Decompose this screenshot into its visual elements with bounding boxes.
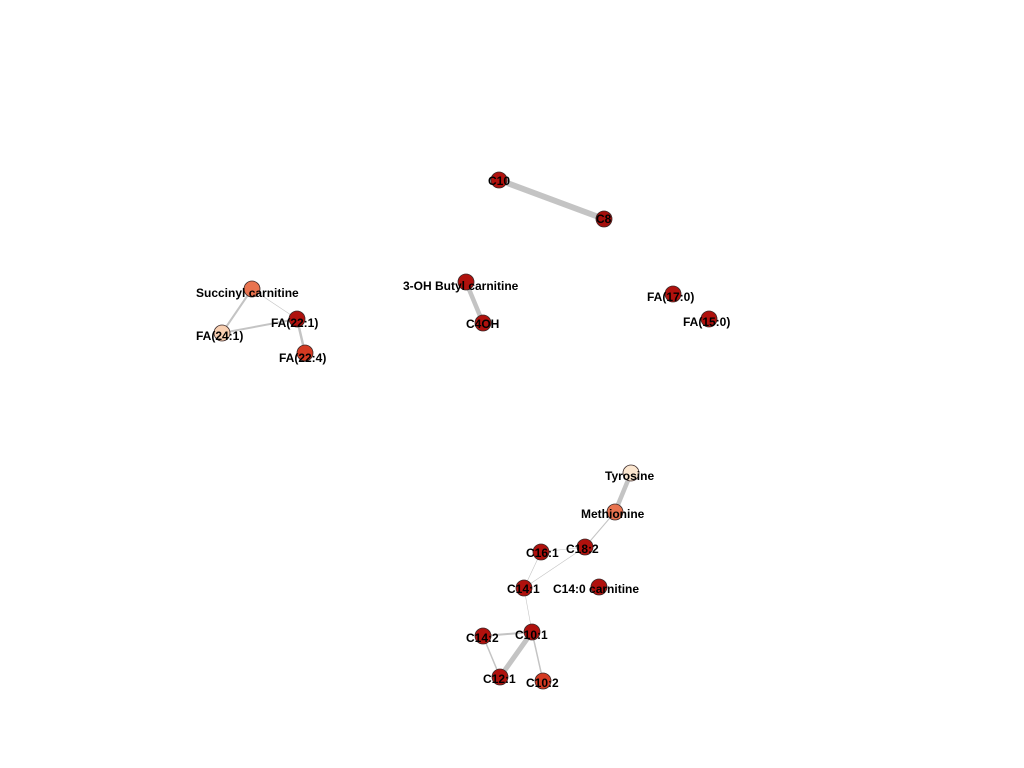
- node-FA170: [664, 285, 682, 303]
- edge-C182-C141: [523, 546, 586, 589]
- node-label-C142: C14:2: [466, 631, 499, 645]
- edge-FA241-FA221: [221, 318, 298, 334]
- node-C10: [490, 171, 508, 189]
- node-label-C101: C10:1: [515, 628, 548, 642]
- node-label-C141: C14:1: [507, 582, 540, 596]
- edges-layer: [221, 177, 634, 682]
- node-C182: [576, 538, 594, 556]
- node-label-C121: C12:1: [483, 672, 516, 686]
- node-tyrosine: [622, 464, 640, 482]
- node-label-FA241: FA(24:1): [196, 329, 243, 343]
- labels-layer: C10 C8 3-OH Butyl carnitine C4OH Succinyl ca…: [196, 174, 730, 690]
- node-C141: [515, 579, 533, 597]
- node-label-C182: C18:2: [566, 542, 599, 556]
- edge-succinyl-FA241: [221, 288, 253, 334]
- node-label-C102: C10:2: [526, 676, 559, 690]
- node-label-C161: C16:1: [526, 546, 559, 560]
- node-label-methionine: Methionine: [581, 507, 645, 521]
- node-C101: [523, 623, 541, 641]
- node-label-C10: C10: [488, 174, 510, 188]
- node-label-C8: C8: [596, 212, 612, 226]
- node-label-C4OH: C4OH: [466, 317, 499, 331]
- node-label-C140carn: C14:0 carnitine: [553, 582, 639, 596]
- node-label-3ohbutyryl: 3-OH Butyl carnitine: [403, 279, 519, 293]
- nodes-layer: [213, 171, 718, 690]
- node-methionine: [606, 503, 624, 521]
- edge-C10-C8: [496, 177, 607, 222]
- node-C161: [532, 543, 550, 561]
- node-FA224: [296, 344, 314, 362]
- node-3ohbutyryl: [457, 273, 475, 291]
- node-C140carn: [590, 578, 608, 596]
- node-label-FA221: FA(22:1): [271, 316, 318, 330]
- node-FA150: [700, 310, 718, 328]
- node-label-succinyl: Succinyl carnitine: [196, 286, 299, 300]
- node-label-FA150: FA(15:0): [683, 315, 730, 329]
- node-C121: [491, 668, 509, 686]
- node-C142: [474, 627, 492, 645]
- node-label-FA224: FA(22:4): [279, 351, 326, 365]
- edge-succinyl-FA221: [251, 288, 298, 320]
- node-label-FA170: FA(17:0): [647, 290, 694, 304]
- node-FA221: [288, 310, 306, 328]
- node-succinyl: [243, 280, 261, 298]
- node-C102: [534, 672, 552, 690]
- edge-C101-C121: [497, 629, 535, 680]
- node-C8: [595, 210, 613, 228]
- node-FA241: [213, 324, 231, 342]
- node-C4OH: [474, 314, 492, 332]
- node-label-tyrosine: Tyrosine: [605, 469, 654, 483]
